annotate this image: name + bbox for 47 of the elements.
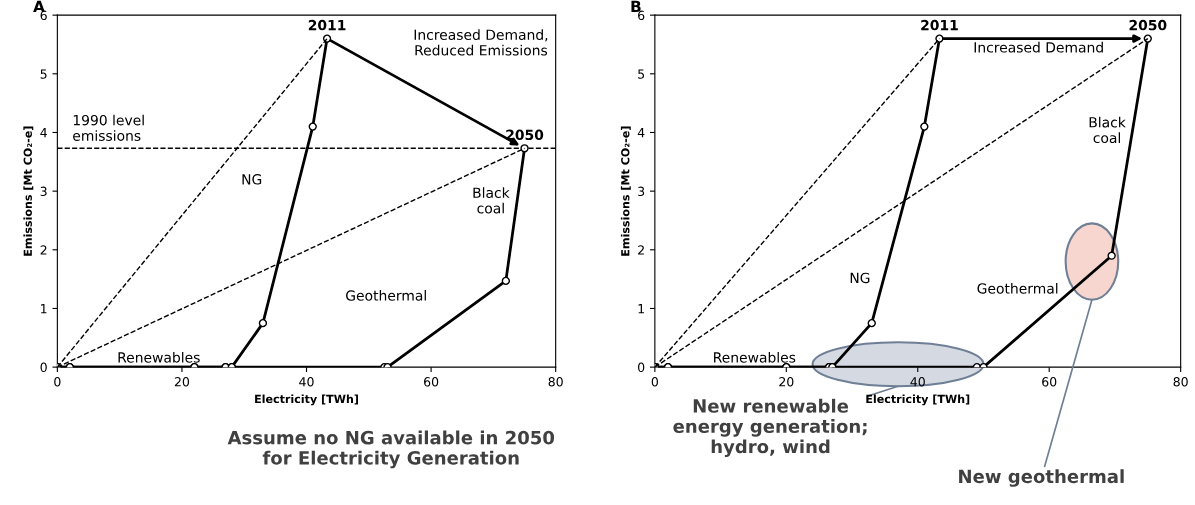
- x-tick-label: 40: [910, 377, 925, 387]
- y-tick-label: 5: [638, 69, 645, 79]
- annotation: Black coal: [1089, 116, 1126, 144]
- x-tick-label: 20: [779, 377, 794, 387]
- y-tick-label: 1: [638, 304, 644, 314]
- y-tick-label: 3: [638, 186, 645, 197]
- y-tick-label: 0: [40, 362, 47, 373]
- annotation: Geothermal: [977, 282, 1058, 294]
- annotation: Renewables: [714, 351, 796, 363]
- text: New renewable energy generation; hydro, wind: [673, 398, 867, 458]
- x-tick-label: 80: [1173, 377, 1188, 387]
- y-tick-label: 1: [41, 304, 47, 314]
- annotation: 2050: [506, 129, 544, 141]
- x-tick-label: 60: [424, 377, 439, 387]
- annotation: 2011: [308, 19, 346, 31]
- annotation: 2050: [1129, 19, 1167, 31]
- y-tick-label: 4: [40, 128, 47, 138]
- x-axis-title: Electricity [TWh]: [866, 394, 970, 406]
- annotation: Black coal: [473, 187, 510, 214]
- y-tick-label: 3: [40, 186, 47, 197]
- annotation: NG: [850, 272, 870, 284]
- y-tick-label: 2: [638, 245, 644, 255]
- chart-title: A: [33, 0, 45, 12]
- y-tick-label: 5: [40, 69, 47, 79]
- y-tick-label: 6: [638, 10, 645, 21]
- text: New geothermal: [959, 469, 1124, 487]
- x-tick-label: 20: [174, 377, 190, 387]
- annotation: Increased Demand, Reduced Emissions: [414, 29, 548, 56]
- x-tick-label: 80: [548, 377, 563, 387]
- annotation: Geothermal: [346, 290, 426, 301]
- x-tick-label: 0: [651, 377, 659, 387]
- text: Assume no NG available in 2050 for Electricity Generation: [227, 430, 555, 469]
- annotation: Renewables: [118, 351, 200, 363]
- x-tick-label: 60: [1042, 377, 1057, 387]
- y-tick-label: 0: [638, 362, 645, 373]
- y-axis-title: Emissions [Mt CO₂-e]: [620, 126, 631, 256]
- annotation: Increased Demand: [974, 41, 1103, 53]
- y-tick-label: 2: [40, 245, 47, 255]
- annotation: NG: [242, 174, 262, 185]
- x-tick-label: 40: [299, 377, 314, 387]
- x-axis-title: Electricity [TWh]: [255, 394, 358, 406]
- x-tick-label: 0: [54, 377, 61, 387]
- annotation: 2011: [921, 19, 958, 31]
- y-tick-label: 4: [637, 128, 645, 138]
- ref-line-label: 1990 level emissions: [73, 114, 144, 141]
- y-axis-title: Emissions [Mt CO₂-e]: [23, 126, 34, 256]
- chart-title: B: [631, 0, 641, 12]
